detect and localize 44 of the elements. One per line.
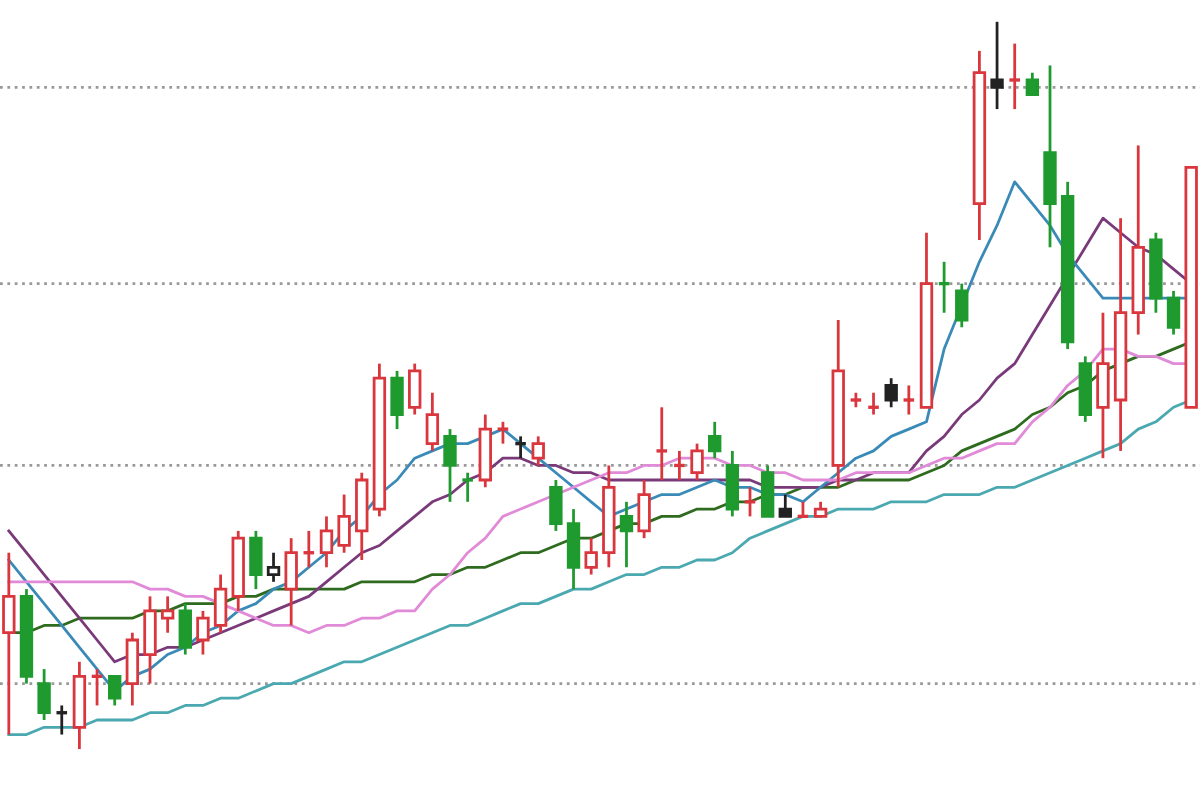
candlestick [495,420,510,446]
candlestick [884,376,898,409]
candlestick [1025,71,1040,96]
candlestick [143,594,157,686]
candlestick [1007,42,1022,111]
candlestick [531,434,545,467]
candlestick [108,674,122,707]
candlestick [990,20,1004,111]
candlestick [284,536,298,627]
candlestick [725,449,740,518]
candlestick [125,631,140,707]
candlestick [54,704,69,736]
candlestick [619,500,634,569]
candlestick [337,493,351,555]
candlestick [2,551,16,736]
candlestick [955,282,969,329]
candlestick [1166,289,1181,336]
candlestick [37,667,51,722]
candlestick [672,449,687,482]
candlestick [654,405,669,482]
candlestick [866,391,881,416]
candlestick [160,594,175,635]
candlestick [178,602,192,656]
candlestick [249,529,263,591]
candlestick [513,434,528,460]
candlestick [425,391,440,453]
candlestick [690,442,704,482]
candlestick [549,478,563,533]
candlestick [637,478,651,540]
candlestick [443,427,457,504]
candlestick [708,420,722,460]
candlestick [319,514,334,569]
candlestick [266,551,281,584]
candlestick [390,369,404,431]
candlestick [408,362,422,416]
candlestick [196,609,210,656]
candlestick [584,536,598,576]
candlestick [213,573,228,635]
candlestick [1096,311,1110,460]
candlestick [460,471,475,504]
candlestick [901,384,916,416]
candlestick [778,493,792,518]
candlestick [760,464,775,518]
candlestick [566,507,581,591]
